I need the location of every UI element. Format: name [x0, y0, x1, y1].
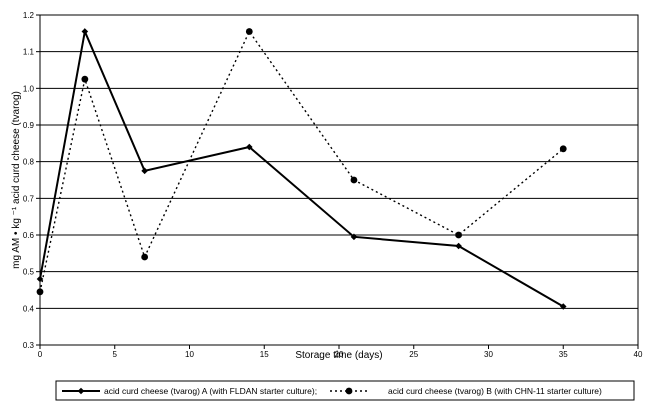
data-point	[36, 275, 44, 283]
data-point	[141, 253, 149, 261]
x-tick-label: 40	[634, 350, 643, 359]
legend-marker	[77, 387, 85, 395]
y-tick-label: 0.8	[23, 158, 35, 167]
y-tick-label: 0.9	[23, 121, 35, 130]
data-point	[81, 28, 89, 35]
data-point	[245, 28, 253, 35]
legend-marker	[345, 387, 353, 395]
y-tick-label: 0.4	[23, 304, 35, 313]
x-tick-label: 0	[38, 350, 43, 359]
y-tick-label: 1.1	[23, 48, 35, 57]
x-tick-label: 5	[113, 350, 118, 359]
data-point	[350, 176, 358, 184]
x-axis-label: Storage time (days)	[295, 350, 382, 361]
series-line	[39, 28, 564, 308]
data-point	[455, 231, 462, 239]
x-tick-label: 30	[484, 350, 493, 359]
y-tick-label: 0.5	[23, 268, 35, 277]
y-axis: 0.3 0.4 0.5 0.6 0.7 0.8 0.9 1.0 1.1 1.2	[23, 11, 40, 350]
series-layer	[36, 28, 567, 310]
y-tick-label: 0.7	[23, 194, 35, 203]
x-tick-label: 25	[409, 350, 418, 359]
legend-label: acid curd cheese (tvarog) B (with CHN-11…	[388, 386, 602, 396]
data-point	[559, 145, 567, 153]
y-axis-label: mg AM • kg ⁻¹ acid curd cheese (tvarog)	[11, 91, 22, 269]
x-tick-label: 15	[260, 350, 269, 359]
y-tick-label: 0.3	[23, 341, 35, 350]
data-point	[246, 143, 253, 151]
legend-label: acid curd cheese (tvarog) A (with FLDAN …	[104, 386, 317, 396]
data-point	[559, 303, 567, 310]
series-a	[36, 28, 567, 310]
legend: acid curd cheese (tvarog) A (with FLDAN …	[55, 380, 635, 401]
x-tick-label: 20	[335, 350, 344, 359]
data-point	[81, 75, 89, 83]
y-tick-label: 0.6	[23, 231, 35, 240]
y-tick-label: 1.2	[23, 11, 35, 20]
y-tick-label: 1.0	[23, 84, 35, 93]
data-point	[141, 167, 148, 175]
data-point	[350, 233, 358, 241]
series-b	[36, 28, 567, 296]
gridlines	[40, 51, 638, 309]
data-point	[455, 242, 462, 250]
x-axis: 0 5 10 15 20 25 30 35 40	[38, 345, 643, 359]
plot-frame	[39, 14, 639, 346]
data-point	[36, 288, 44, 296]
x-tick-label: 10	[185, 350, 194, 359]
x-tick-label: 35	[559, 350, 568, 359]
